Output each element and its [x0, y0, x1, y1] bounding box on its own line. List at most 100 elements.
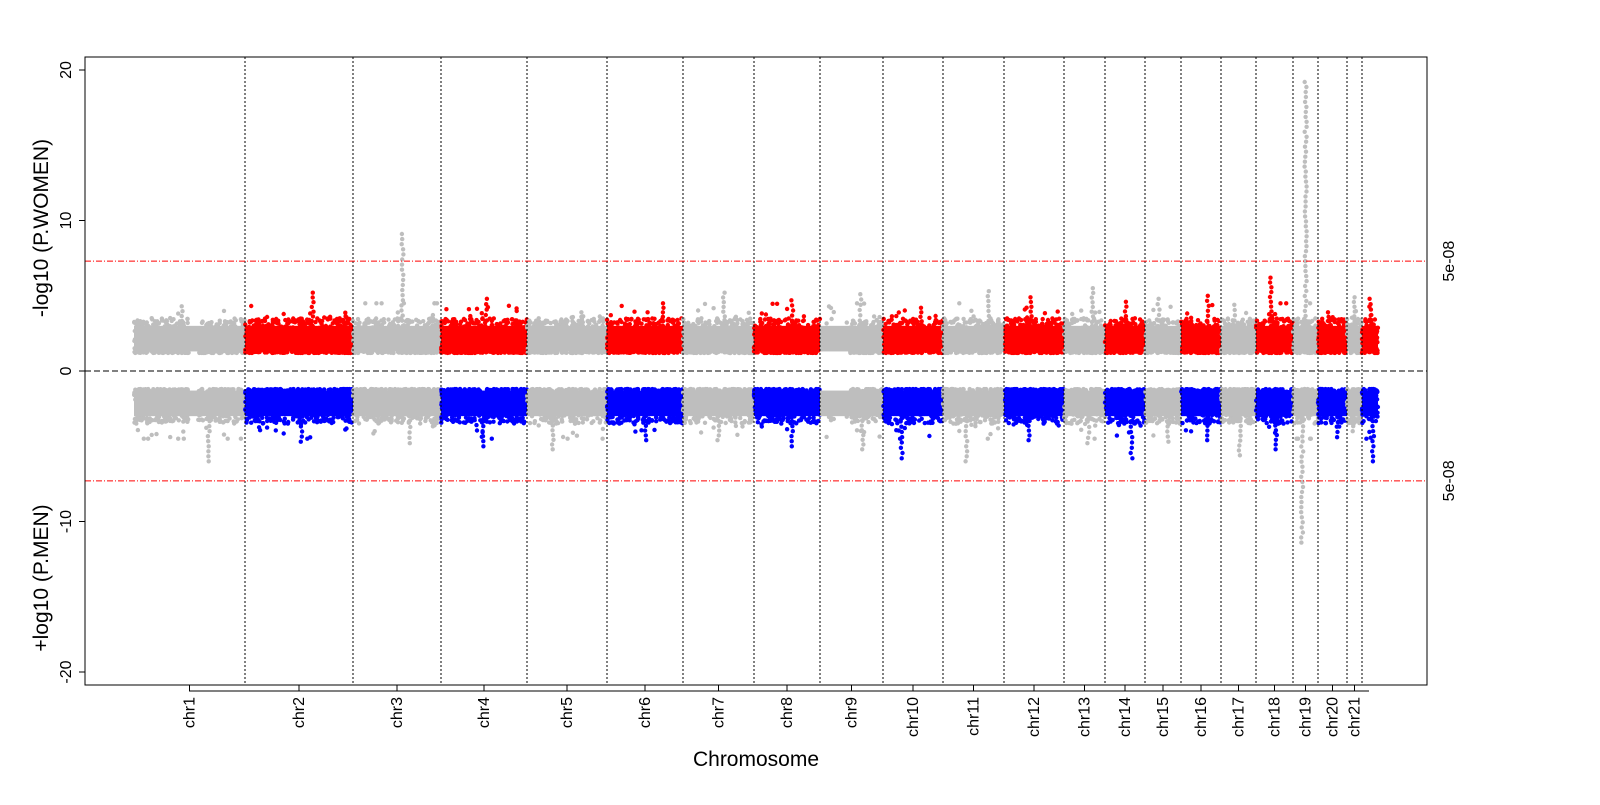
snp-point-men [255, 415, 260, 421]
snp-point-men [249, 420, 254, 425]
snp-point-women [439, 319, 444, 325]
snp-point-men [141, 436, 146, 441]
snp-point-women [444, 307, 449, 312]
snp-point-men [149, 432, 154, 438]
snp-point-women [379, 301, 384, 306]
snp-peak-men [480, 429, 485, 434]
snp-point-women [298, 322, 304, 327]
snp-point-women [257, 319, 263, 324]
snp-point-women [371, 319, 376, 324]
snp-point-women [335, 321, 340, 327]
chromosome-points-chr1 [132, 304, 248, 464]
snp-point-women [565, 318, 570, 324]
snp-peak-men [408, 424, 413, 430]
snp-point-women [313, 319, 318, 325]
snp-peak-men [299, 434, 304, 439]
snp-point-women [427, 319, 432, 325]
snp-point-women [600, 323, 605, 328]
snp-point-men [303, 420, 308, 425]
snp-point-men [217, 416, 222, 421]
snp-peak-men [207, 424, 212, 429]
snp-point-men [432, 416, 437, 421]
snp-point-women [379, 322, 385, 328]
density-band-men [134, 390, 245, 417]
snp-point-men [145, 436, 151, 441]
snp-peak-women [400, 313, 405, 318]
snp-point-women [536, 316, 541, 321]
snp-peak-women [310, 314, 316, 319]
snp-peak-women [400, 298, 406, 303]
snp-peak-women [401, 272, 406, 277]
snp-point-women [590, 317, 595, 323]
snp-peak-women [310, 290, 315, 295]
snp-peak-men [407, 441, 412, 446]
snp-point-women [164, 319, 169, 324]
snp-point-women [319, 321, 324, 327]
snp-peak-women [579, 314, 584, 319]
snp-point-men [314, 420, 320, 425]
snp-point-men [395, 414, 400, 419]
snp-point-men [444, 416, 449, 422]
snp-peak-women [400, 257, 405, 262]
snp-point-women [199, 320, 205, 325]
snp-point-women [379, 318, 384, 323]
snp-point-men [286, 419, 291, 425]
snp-point-men [221, 432, 227, 437]
snp-point-women [286, 317, 291, 322]
snp-peak-men [551, 413, 556, 419]
density-band-men [245, 390, 353, 417]
snp-point-women [574, 322, 580, 328]
snp-point-men [474, 422, 479, 428]
snp-point-women [548, 320, 553, 326]
snp-point-women [513, 319, 518, 324]
snp-point-men [560, 434, 566, 440]
snp-point-men [235, 417, 240, 422]
snp-peak-men [299, 429, 305, 434]
snp-point-men [305, 436, 310, 441]
snp-point-men [199, 417, 204, 422]
snp-peak-men [481, 439, 486, 444]
snp-point-women [366, 320, 371, 325]
snp-peak-women [179, 313, 184, 319]
snp-peak-women [400, 282, 405, 288]
snp-peak-men [482, 413, 487, 419]
snp-peak-men [481, 419, 487, 424]
snp-point-women [232, 316, 237, 321]
snp-point-men [290, 417, 296, 422]
snp-point-women [343, 310, 348, 315]
snp-point-men [138, 417, 143, 423]
snp-point-men [600, 436, 605, 441]
snp-point-men [581, 417, 586, 422]
snp-point-women [273, 320, 278, 325]
snp-point-men [417, 417, 423, 422]
snp-point-men [565, 436, 570, 441]
snp-point-men [278, 417, 283, 423]
chromosome-points-chr2 [243, 290, 355, 444]
snp-point-men [363, 417, 368, 422]
snp-peak-women [399, 242, 404, 247]
density-band-women [527, 325, 607, 352]
snp-point-men [589, 420, 594, 426]
snp-point-men [225, 436, 230, 441]
snp-point-men [536, 423, 541, 428]
snp-point-men [182, 416, 188, 421]
snp-point-women [159, 318, 165, 323]
snp-point-women [465, 321, 470, 326]
snp-point-men [154, 431, 159, 437]
snp-point-men [147, 419, 152, 425]
snp-peak-women [579, 319, 585, 324]
snp-peak-men [206, 413, 211, 419]
snp-peak-men [206, 444, 211, 449]
snp-peak-women [400, 323, 405, 329]
snp-point-men [343, 418, 348, 423]
points-layer [132, 79, 1381, 545]
snp-point-men [181, 436, 186, 441]
snp-point-men [379, 418, 384, 423]
snp-point-men [264, 425, 270, 430]
snp-peak-women [484, 296, 490, 301]
snp-point-women [560, 323, 566, 328]
snp-point-women [461, 316, 467, 322]
snp-peak-women [310, 323, 315, 329]
snp-peak-women [311, 309, 316, 314]
snp-point-women [494, 321, 499, 327]
